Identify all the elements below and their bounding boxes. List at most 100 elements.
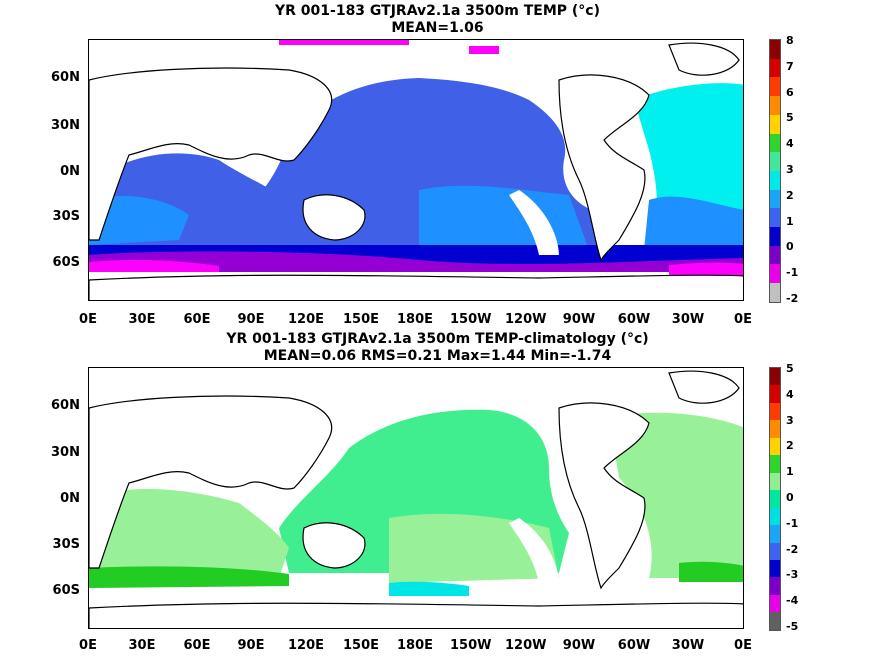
lon-label: 0E bbox=[79, 638, 97, 653]
colorbar-label: 8 bbox=[786, 34, 794, 47]
colorbar-swatch bbox=[770, 507, 780, 526]
colorbar-swatch bbox=[770, 437, 780, 456]
lon-label: 0E bbox=[734, 312, 752, 327]
lon-label: 60E bbox=[183, 638, 211, 653]
colorbar-swatch bbox=[770, 208, 780, 228]
colorbar-swatch bbox=[770, 58, 780, 78]
arctic-magenta bbox=[279, 40, 409, 45]
colorbar-swatch bbox=[770, 133, 780, 153]
panel2-map bbox=[88, 367, 744, 629]
lon-label: 120E bbox=[287, 312, 325, 327]
panel1-title: YR 001-183 GTJRAv2.1a 3500m TEMP (°c) bbox=[275, 3, 600, 19]
colorbar-swatch bbox=[770, 490, 780, 508]
eurasia-africa-land bbox=[89, 67, 333, 241]
australia-land bbox=[302, 194, 366, 241]
colorbar-label: 0 bbox=[786, 491, 794, 504]
colorbar-swatch bbox=[770, 594, 780, 613]
colorbar-label: 5 bbox=[786, 111, 794, 125]
colorbar-label: 2 bbox=[786, 188, 794, 202]
lon-label: 180E bbox=[396, 638, 434, 653]
eurasia-africa-land bbox=[89, 395, 333, 569]
lon-label: 120W bbox=[505, 312, 547, 327]
colorbar-label: -1 bbox=[786, 266, 799, 280]
panel1-colorbar bbox=[769, 39, 781, 303]
panel2-map-svg bbox=[89, 370, 743, 628]
lon-label: 30E bbox=[128, 312, 156, 327]
colorbar-swatch bbox=[770, 612, 780, 630]
lat-label-30s: 30S bbox=[52, 209, 80, 224]
colorbar-swatch bbox=[770, 542, 780, 560]
americas-land bbox=[558, 402, 650, 590]
colorbar-label: -2 bbox=[786, 542, 799, 556]
lon-label: 60W bbox=[617, 638, 651, 653]
colorbar-label: 6 bbox=[786, 85, 794, 99]
australia-land bbox=[302, 522, 366, 569]
panel1-map bbox=[88, 39, 744, 301]
greenland-land bbox=[668, 370, 740, 404]
panel1-stats: MEAN=1.06 bbox=[391, 20, 484, 36]
lon-label: 120E bbox=[287, 638, 325, 653]
arctic-magenta-2 bbox=[469, 46, 499, 54]
lon-label: 0E bbox=[79, 312, 97, 327]
lat-label-60s: 60S bbox=[52, 255, 80, 270]
colorbar-swatch bbox=[770, 455, 780, 473]
panel2-land bbox=[89, 370, 743, 628]
colorbar-label: 3 bbox=[786, 413, 794, 427]
panel1-land bbox=[89, 42, 743, 300]
colorbar-swatch bbox=[770, 472, 780, 491]
lon-label: 0E bbox=[734, 638, 752, 653]
colorbar-label: -2 bbox=[786, 292, 799, 305]
colorbar-swatch bbox=[770, 114, 780, 134]
colorbar-label: 7 bbox=[786, 59, 794, 73]
panel2-colorbar bbox=[769, 367, 781, 631]
colorbar-label: 1 bbox=[786, 465, 794, 479]
antarctica-land bbox=[89, 602, 743, 628]
colorbar-swatch bbox=[770, 264, 780, 284]
ridge-gap bbox=[509, 190, 559, 255]
lon-label: 120W bbox=[505, 638, 547, 653]
southern-ocean-strong bbox=[89, 566, 289, 588]
colorbar-label: -4 bbox=[786, 594, 799, 608]
colorbar-swatch bbox=[770, 40, 780, 59]
lat-label-60n: 60N bbox=[51, 70, 80, 85]
colorbar-label: 0 bbox=[786, 240, 794, 254]
colorbar-swatch bbox=[770, 77, 780, 97]
atlantic-anomaly-field bbox=[609, 412, 743, 578]
lon-label: 150W bbox=[450, 638, 492, 653]
colorbar-swatch bbox=[770, 577, 780, 595]
colorbar-swatch bbox=[770, 245, 780, 265]
panel1-map-svg bbox=[89, 40, 743, 300]
colorbar-swatch bbox=[770, 170, 780, 190]
americas-land bbox=[558, 74, 650, 262]
lat-label-60s: 60S bbox=[52, 583, 80, 598]
lon-label: 180E bbox=[396, 312, 434, 327]
colorbar-swatch bbox=[770, 368, 780, 386]
colorbar-label: -3 bbox=[786, 568, 799, 582]
south-pacific-field bbox=[419, 185, 589, 255]
lat-label-0n: 0N bbox=[60, 491, 80, 506]
lat-label-60n: 60N bbox=[51, 398, 80, 413]
southern-ocean-magenta bbox=[89, 259, 219, 272]
lon-label: 30E bbox=[128, 638, 156, 653]
southern-ocean-strong-east bbox=[679, 561, 743, 582]
lon-label: 60W bbox=[617, 312, 651, 327]
lat-label-30n: 30N bbox=[51, 445, 80, 460]
greenland-land bbox=[668, 42, 740, 76]
lon-label: 150W bbox=[450, 312, 492, 327]
colorbar-label: 4 bbox=[786, 387, 794, 401]
colorbar-swatch bbox=[770, 402, 780, 421]
lon-label: 150E bbox=[342, 638, 380, 653]
colorbar-label: 4 bbox=[786, 137, 794, 151]
colorbar-swatch bbox=[770, 189, 780, 209]
lon-label: 90E bbox=[237, 312, 265, 327]
lon-label: 30W bbox=[671, 638, 705, 653]
colorbar-swatch bbox=[770, 227, 780, 246]
indian-light-field bbox=[89, 195, 189, 245]
southern-ocean-purple bbox=[89, 251, 743, 272]
southern-ocean-magenta-east bbox=[669, 262, 743, 276]
lon-label: 30W bbox=[671, 312, 705, 327]
colorbar-swatch bbox=[770, 385, 780, 403]
lon-label: 60E bbox=[183, 312, 211, 327]
lon-label: 90W bbox=[562, 312, 596, 327]
ridge-gap-2 bbox=[509, 518, 559, 583]
